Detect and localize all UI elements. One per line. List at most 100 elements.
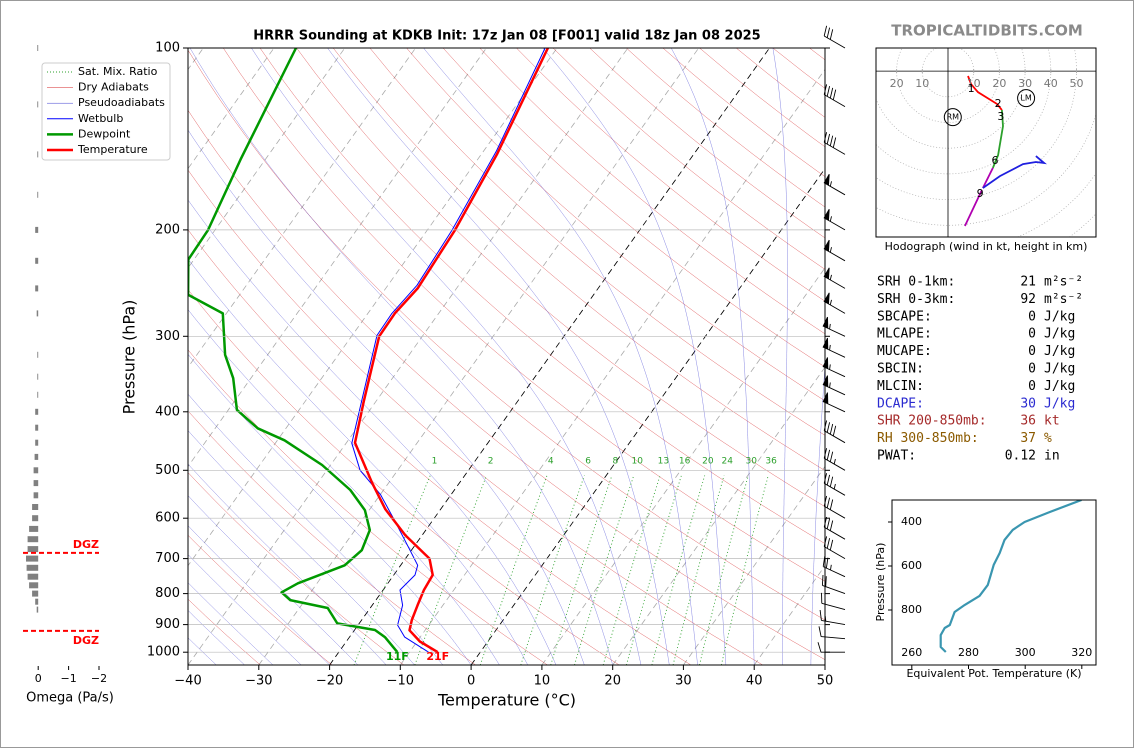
wind-barb xyxy=(823,516,846,540)
isotherm xyxy=(188,48,558,567)
height-label: 6 xyxy=(992,154,999,167)
omega-x-tick-label: −1 xyxy=(60,672,76,685)
y-tick-label: 700 xyxy=(155,551,180,566)
index-unit: J/kg xyxy=(1044,396,1075,411)
wind-barb xyxy=(822,556,846,578)
storm-motion-marker xyxy=(1017,89,1036,108)
dry-adiabat xyxy=(188,169,763,665)
omega-bar xyxy=(37,151,39,158)
dry-adiabat xyxy=(188,534,333,665)
index-unit: kt xyxy=(1044,414,1060,429)
thetae-x-tick-label: 260 xyxy=(901,646,922,659)
wind-barb xyxy=(823,292,846,314)
y-tick-label: 900 xyxy=(155,617,180,632)
omega-bar xyxy=(37,45,39,51)
highlight-isotherm xyxy=(329,48,770,665)
wind-barb xyxy=(821,574,846,595)
omega-bar xyxy=(36,310,39,317)
index-label: SRH 0-3km: xyxy=(877,292,955,307)
hodograph-clip xyxy=(876,48,1096,237)
dry-adiabat xyxy=(333,48,825,471)
index-label: SHR 200-850mb: xyxy=(877,414,987,429)
height-label: 9 xyxy=(977,187,984,200)
dry-adiabat xyxy=(188,349,548,665)
thetae-frame xyxy=(891,499,1097,666)
wind-barb xyxy=(823,536,846,559)
legend-label: Wetbulb xyxy=(78,112,123,125)
hodograph-frame xyxy=(875,47,1097,238)
index-value: 21 xyxy=(1020,275,1036,290)
thetae-y-label: Pressure (hPa) xyxy=(874,543,887,622)
omega-bar xyxy=(35,424,39,431)
pseudoadiabat xyxy=(542,48,727,665)
omega-bar xyxy=(35,226,39,233)
thetae-y-tick-label: 600 xyxy=(901,559,922,572)
omega-bar xyxy=(33,492,39,499)
mixing-ratio-line xyxy=(479,475,548,665)
legend-label: Dry Adiabats xyxy=(78,81,149,94)
index-unit: % xyxy=(1044,431,1052,446)
hodograph-tick-label: 30 xyxy=(1018,77,1032,90)
wind-barb xyxy=(823,420,846,444)
isotherm xyxy=(188,48,416,368)
wind-barb xyxy=(823,208,846,231)
thetae-clip xyxy=(939,500,1082,653)
omega-bar xyxy=(29,582,39,589)
index-unit: m²s⁻² xyxy=(1044,275,1083,290)
dgz-label: DGZ xyxy=(73,538,99,551)
index-unit: J/kg xyxy=(1044,327,1075,342)
wind-barb xyxy=(822,375,846,396)
brand: TROPICALTIDBITS.COM xyxy=(891,22,1083,40)
mixing-ratio-label: 20 xyxy=(702,457,714,467)
legend-label: Sat. Mix. Ratio xyxy=(78,65,158,78)
dry-adiabat xyxy=(188,229,692,665)
omega-bar xyxy=(37,101,39,108)
wind-barb xyxy=(821,592,846,611)
y-tick-label: 1000 xyxy=(147,645,180,660)
wind-barb xyxy=(823,25,846,49)
index-unit: J/kg xyxy=(1044,379,1075,394)
index-unit: m²s⁻² xyxy=(1044,292,1083,307)
pseudoadiabat xyxy=(772,48,788,665)
hodograph-plot: 20 10 10 20 30 40 50 1 23 6 9 RM LM xyxy=(875,47,1097,238)
legend-label: Pseudoadiabats xyxy=(78,96,165,109)
index-label: MUCAPE: xyxy=(877,344,932,359)
index-value: 92 xyxy=(1020,292,1036,307)
pseudoadiabat xyxy=(810,362,825,665)
legend-label: Dewpoint xyxy=(78,127,131,140)
profile-line xyxy=(353,48,550,654)
pseudoadiabat xyxy=(188,495,359,665)
x-tick-label: 40 xyxy=(746,674,763,689)
wind-barb xyxy=(823,84,846,107)
dry-adiabat xyxy=(259,48,825,544)
omega-bar xyxy=(37,191,39,198)
mixing-ratio-label: 24 xyxy=(721,457,733,467)
omega-x-tick-label: −2 xyxy=(91,672,107,685)
x-tick-label: 30 xyxy=(675,674,692,689)
omega-x-tick-label: 0 xyxy=(35,672,42,685)
chart-title: HRRR Sounding at KDKB Init: 17z Jan 08 [… xyxy=(253,29,760,44)
hodograph-tick-label: 20 xyxy=(890,77,904,90)
index-unit: in xyxy=(1044,449,1060,464)
dry-adiabat xyxy=(406,48,825,402)
hodograph-trace xyxy=(982,155,1047,189)
x-tick-label: −10 xyxy=(387,674,414,689)
dry-adiabat xyxy=(479,48,825,335)
x-tick-label: −20 xyxy=(316,674,343,689)
omega-bar xyxy=(33,480,39,487)
omega-bar xyxy=(33,467,39,474)
pseudoadiabat xyxy=(188,430,415,665)
index-unit: J/kg xyxy=(1044,362,1075,377)
y-tick-label: 500 xyxy=(155,463,180,478)
mixing-ratio-label: 8 xyxy=(613,457,619,467)
hodograph-tick-label: 10 xyxy=(915,77,929,90)
dgz-label: DGZ xyxy=(73,634,99,647)
isotherm xyxy=(188,48,487,468)
mixing-ratio-line xyxy=(414,475,487,665)
index-value: 37 xyxy=(1020,431,1036,446)
hodograph-trace xyxy=(982,167,994,189)
index-unit: J/kg xyxy=(1044,344,1075,359)
pseudoadiabat xyxy=(670,48,755,665)
omega-bar xyxy=(35,257,39,264)
